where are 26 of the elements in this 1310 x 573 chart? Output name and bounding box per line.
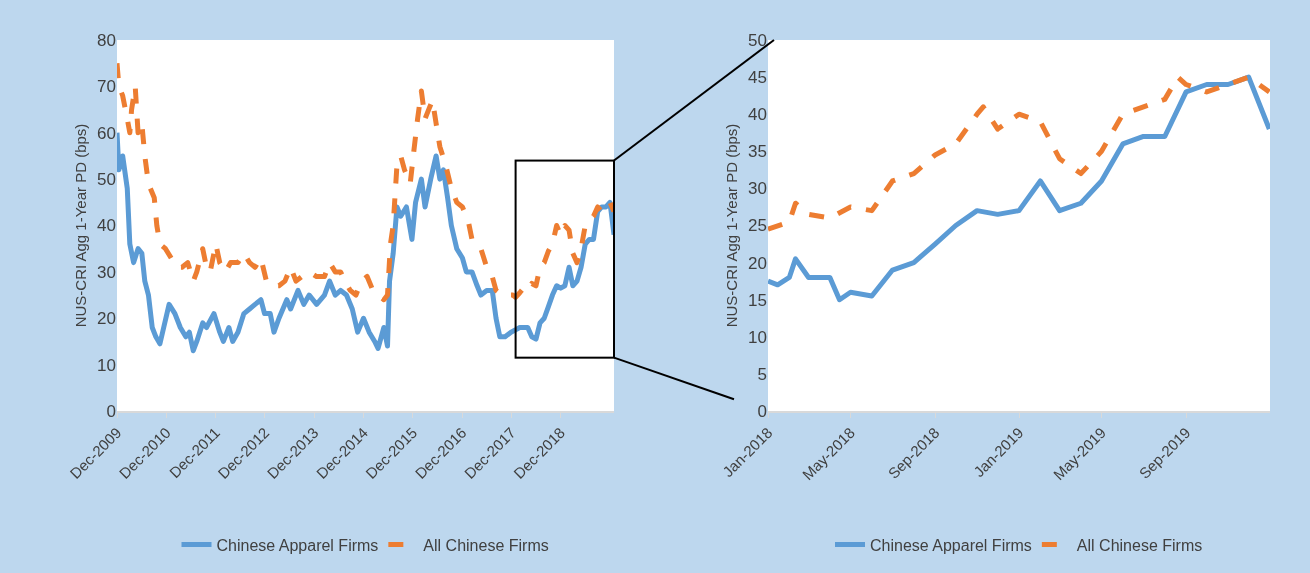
y-tick-label: 15 [748,290,767,310]
y-tick-label: 45 [748,68,767,88]
legend-label: All Chinese Firms [1076,536,1203,554]
y-tick-label: 20 [748,253,767,273]
y-tick-label: 30 [97,262,116,282]
y-tick-label: 10 [97,355,116,375]
y-tick-label: 35 [748,142,767,162]
y-tick-label: 30 [748,179,767,199]
legend-label: Chinese Apparel Firms [216,536,379,554]
y-tick-label: 0 [106,401,116,421]
y-tick-label: 80 [97,30,116,50]
y-tick-label: 10 [748,327,767,347]
legend-label: Chinese Apparel Firms [870,536,1032,554]
y-tick-label: 60 [97,123,116,143]
y-tick-label: 5 [757,364,767,384]
y-tick-label: 20 [97,309,116,329]
y-tick-label: 50 [748,30,767,50]
legend-label: All Chinese Firms [423,536,549,554]
y-tick-label: 50 [97,170,116,190]
y-tick-label: 40 [748,105,767,125]
y-axis-title: NUS-CRI Agg 1-Year PD (bps) [723,123,741,328]
y-tick-label: 0 [757,401,767,421]
y-tick-label: 40 [97,216,116,236]
y-axis-title: NUS-CRI Agg 1-Year PD (bps) [72,123,90,328]
y-tick-label: 70 [97,77,116,97]
y-tick-label: 25 [748,216,767,236]
